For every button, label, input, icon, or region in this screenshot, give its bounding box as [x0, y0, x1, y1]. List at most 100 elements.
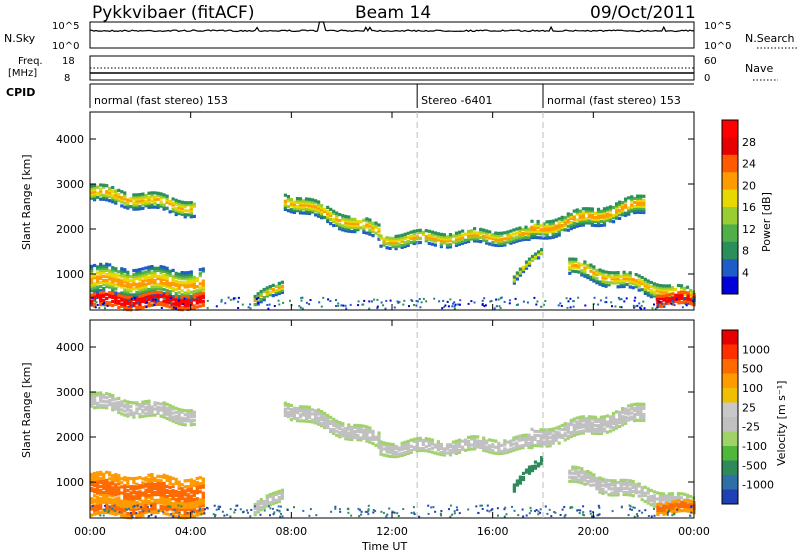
- heatmap-cell: [624, 199, 628, 203]
- heatmap-cell: [347, 425, 351, 429]
- heatmap-cell: [658, 300, 661, 303]
- heatmap-cell: [530, 233, 534, 237]
- heatmap-cell: [374, 443, 378, 447]
- heatmap-cell: [625, 480, 629, 484]
- heatmap-cell: [192, 304, 196, 308]
- nsearch-tick-top: 10^5: [704, 21, 731, 32]
- heatmap-cell: [159, 301, 163, 305]
- heatmap-cell: [165, 274, 169, 278]
- heatmap-cell: [99, 403, 103, 407]
- heatmap-cell: [138, 290, 142, 294]
- heatmap-cell: [421, 230, 425, 234]
- heatmap-cell: [129, 413, 133, 417]
- heatmap-cell: [114, 497, 118, 501]
- heatmap-cell: [153, 294, 157, 298]
- heatmap-cell: [320, 416, 324, 420]
- heatmap-cell: [177, 496, 181, 500]
- heatmap-cell: [93, 194, 97, 198]
- heatmap-cell: [482, 442, 486, 446]
- heatmap-cell: [578, 423, 582, 427]
- heatmap-cell: [391, 449, 395, 453]
- heatmap-cell: [548, 220, 552, 224]
- heatmap-cell: [673, 506, 678, 510]
- heatmap-cell: [482, 234, 486, 238]
- heatmap-cell: [283, 411, 287, 415]
- heatmap-cell: [565, 297, 568, 300]
- heatmap-cell: [289, 403, 293, 408]
- heatmap-cell: [385, 446, 389, 450]
- heatmap-cell: [289, 418, 293, 422]
- heatmap-cell: [439, 446, 443, 451]
- heatmap-cell: [385, 450, 389, 454]
- heatmap-cell: [99, 501, 103, 505]
- heatmap-cell: [622, 284, 626, 289]
- heatmap-cell: [162, 501, 166, 505]
- heatmap-cell: [512, 483, 516, 487]
- heatmap-cell: [271, 495, 275, 500]
- heatmap-cell: [643, 485, 647, 489]
- heatmap-cell: [628, 285, 632, 289]
- heatmap-cell: [583, 474, 587, 478]
- heatmap-cell: [135, 484, 139, 488]
- heatmap-cell: [654, 307, 657, 310]
- heatmap-cell: [91, 505, 94, 507]
- heatmap-cell: [99, 268, 103, 272]
- heatmap-cell: [234, 508, 237, 511]
- heatmap-cell: [590, 417, 594, 421]
- heatmap-cell: [569, 435, 573, 439]
- heatmap-cell: [198, 502, 202, 506]
- heatmap-cell: [274, 501, 278, 505]
- heatmap-cell: [165, 288, 169, 293]
- heatmap-cell: [120, 200, 124, 204]
- heatmap-cell: [165, 198, 169, 202]
- colorbar-tick-label: 24: [742, 158, 756, 171]
- heatmap-cell: [153, 191, 157, 195]
- heatmap-cell: [482, 228, 486, 232]
- heatmap-cell: [329, 419, 333, 423]
- heatmap-cell: [485, 235, 489, 239]
- heatmap-cell: [99, 484, 103, 489]
- heatmap-cell: [114, 407, 118, 411]
- heatmap-cell: [385, 515, 388, 518]
- heatmap-cell: [105, 268, 109, 272]
- heatmap-cell: [93, 292, 97, 296]
- heatmap-cell: [409, 230, 413, 234]
- heatmap-cell: [111, 278, 115, 282]
- heatmap-cell: [274, 290, 278, 295]
- heatmap-cell: [574, 263, 578, 267]
- heatmap-cell: [482, 448, 486, 452]
- heatmap-cell: [150, 405, 154, 409]
- heatmap-cell: [542, 428, 546, 432]
- heatmap-cell: [408, 305, 410, 308]
- heatmap-cell: [540, 250, 544, 254]
- heatmap-cell: [114, 273, 118, 277]
- heatmap-cell: [183, 300, 187, 304]
- heatmap-cell: [90, 404, 94, 408]
- heatmap-cell: [500, 449, 504, 453]
- heatmap-cell: [506, 236, 510, 240]
- heatmap-cell: [582, 505, 585, 508]
- heatmap-cell: [533, 225, 537, 229]
- heatmap-cell: [367, 508, 370, 511]
- heatmap-cell: [295, 207, 300, 211]
- heatmap-cell: [335, 215, 339, 219]
- heatmap-cell: [362, 424, 366, 428]
- heatmap-cell: [341, 428, 345, 432]
- heatmap-cell: [608, 217, 613, 221]
- heatmap-cell: [615, 426, 619, 430]
- heatmap-cell: [457, 236, 462, 240]
- heatmap-cell: [659, 502, 663, 506]
- heatmap-cell: [141, 283, 145, 287]
- heatmap-cell: [400, 239, 404, 243]
- heatmap-cell: [445, 235, 450, 239]
- heatmap-cell: [189, 503, 193, 507]
- heatmap-cell: [646, 293, 650, 297]
- heatmap-cell: [138, 278, 142, 282]
- heatmap-cell: [633, 406, 637, 410]
- heatmap-cell: [589, 473, 593, 477]
- heatmap-cell: [153, 506, 157, 511]
- heatmap-cell: [687, 302, 690, 305]
- heatmap-cell: [126, 274, 130, 278]
- heatmap-cell: [99, 303, 103, 307]
- heatmap-cell: [174, 479, 178, 483]
